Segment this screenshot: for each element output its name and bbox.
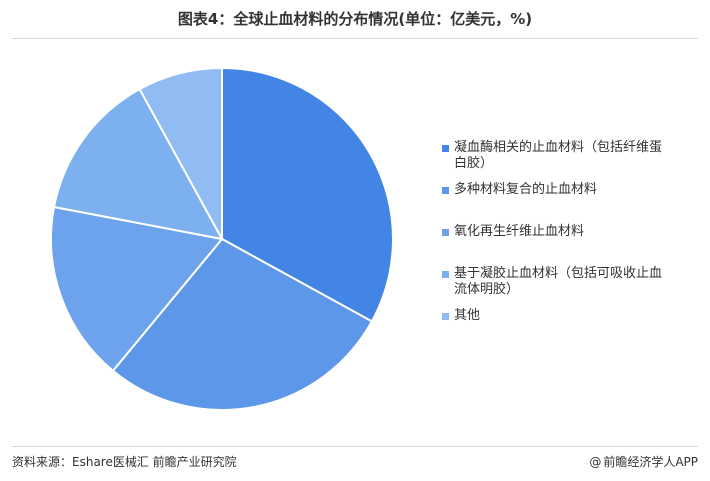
legend-label-other: 其他 xyxy=(454,308,481,323)
legend-item-oxidized-cellulose: 氧化再生纤维止血材料 xyxy=(442,224,672,240)
legend-label-composite: 多种材料复合的止血材料 xyxy=(454,182,598,197)
legend-swatch-gelatin xyxy=(442,271,449,278)
legend-swatch-composite xyxy=(442,187,449,194)
legend-swatch-thrombin xyxy=(442,145,449,152)
footer-divider xyxy=(12,446,698,447)
legend-swatch-other xyxy=(442,313,449,320)
legend-label-thrombin: 凝血酶相关的止血材料（包括纤维蛋白胶） xyxy=(454,140,663,171)
source-note: 资料来源：Eshare医械汇 前瞻产业研究院 xyxy=(12,455,237,469)
brand-credit: @ 前瞻经济学人APP xyxy=(589,453,698,470)
at-sign-icon: @ xyxy=(589,455,602,469)
legend-item-other: 其他 xyxy=(442,308,672,324)
legend-item-gelatin: 基于凝胶止血材料（包括可吸收止血流体明胶） xyxy=(442,266,672,298)
pie-slice-composite xyxy=(111,237,374,411)
pie-slice-thrombin xyxy=(221,66,394,323)
title-divider xyxy=(12,38,698,39)
chart-title: 图表4：全球止血材料的分布情况(单位：亿美元，%) xyxy=(177,10,533,28)
legend-item-thrombin: 凝血酶相关的止血材料（包括纤维蛋白胶） xyxy=(442,140,672,172)
pie-slice-oxidized-cellulose xyxy=(50,205,224,373)
legend-item-composite: 多种材料复合的止血材料 xyxy=(442,182,672,198)
legend-label-oxidized-cellulose: 氧化再生纤维止血材料 xyxy=(454,224,585,239)
pie-slice-other xyxy=(138,66,223,240)
legend-label-gelatin: 基于凝胶止血材料（包括可吸收止血流体明胶） xyxy=(454,266,663,297)
pie-slice-gelatin xyxy=(52,87,224,241)
brand-text: 前瞻经济学人APP xyxy=(603,455,698,469)
legend-swatch-oxidized-cellulose xyxy=(442,229,449,236)
